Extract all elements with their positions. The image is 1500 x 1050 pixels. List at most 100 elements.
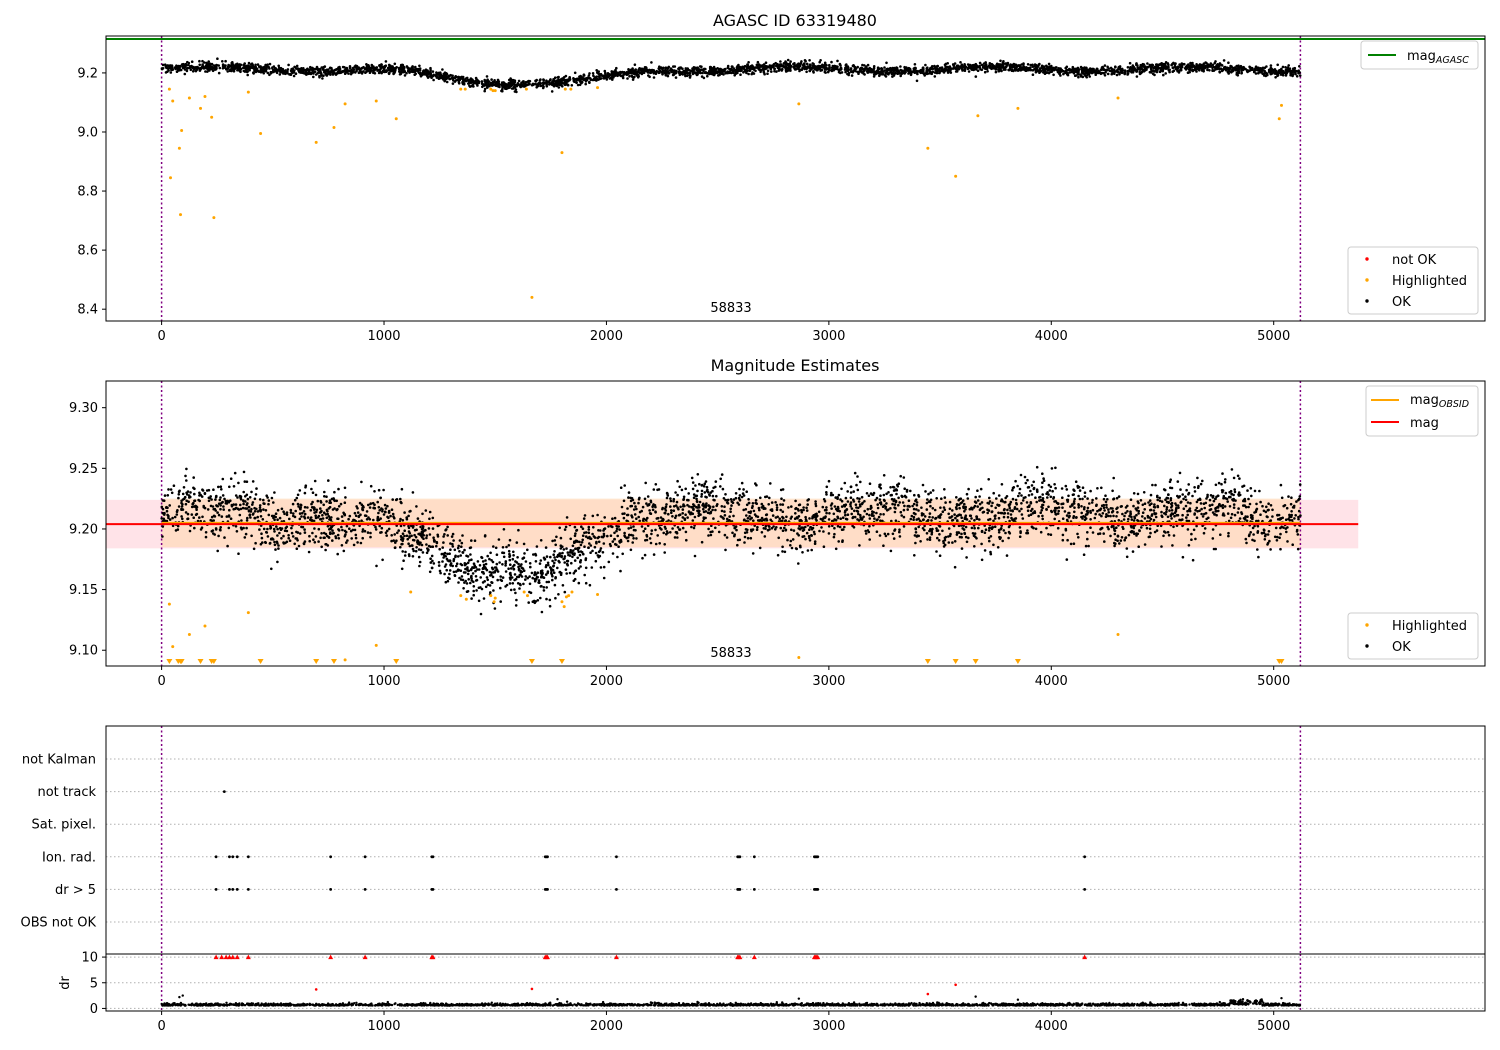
ok-point bbox=[790, 515, 793, 519]
ok-point bbox=[834, 547, 838, 551]
ok-point bbox=[867, 494, 871, 498]
ok-point bbox=[1006, 508, 1009, 512]
ok-point bbox=[999, 59, 1002, 63]
ok-point bbox=[710, 69, 714, 72]
ok-point bbox=[562, 548, 566, 551]
ok-point bbox=[1115, 73, 1119, 77]
ok-point bbox=[1032, 65, 1036, 68]
ok-point bbox=[1203, 506, 1206, 510]
ok-point bbox=[937, 68, 940, 71]
ok-point bbox=[833, 64, 836, 68]
ok-point bbox=[861, 63, 864, 67]
ok-point bbox=[413, 70, 417, 74]
ok-point bbox=[963, 64, 967, 67]
ok-point bbox=[988, 64, 991, 67]
ok-point bbox=[1170, 509, 1174, 512]
ok-point bbox=[925, 72, 929, 76]
ok-point bbox=[286, 68, 290, 71]
ok-point bbox=[251, 66, 255, 70]
ok-point bbox=[867, 71, 870, 74]
ok-point bbox=[243, 62, 246, 65]
ok-point bbox=[1232, 493, 1235, 497]
ok-point bbox=[1113, 544, 1116, 548]
ok-point bbox=[797, 562, 800, 565]
ok-point bbox=[768, 496, 771, 500]
ok-point bbox=[206, 65, 210, 68]
ok-point bbox=[758, 66, 761, 70]
ok-point bbox=[822, 545, 826, 548]
ok-point bbox=[552, 78, 555, 81]
ok-point bbox=[899, 65, 902, 68]
ok-point bbox=[190, 60, 194, 63]
ok-point bbox=[1035, 465, 1039, 469]
ok-point bbox=[921, 69, 924, 72]
ok-point bbox=[1153, 70, 1156, 73]
ok-point bbox=[331, 539, 334, 542]
ok-point bbox=[977, 526, 980, 530]
ok-point bbox=[859, 513, 862, 517]
ok-point bbox=[652, 76, 656, 79]
ok-point bbox=[1068, 71, 1071, 74]
ok-point bbox=[313, 527, 316, 530]
ok-point bbox=[613, 516, 617, 520]
ok-point bbox=[907, 66, 910, 70]
ok-point bbox=[1288, 67, 1292, 70]
ok-point bbox=[760, 516, 764, 520]
ok-point bbox=[179, 64, 182, 68]
ok-point bbox=[201, 63, 204, 66]
ok-point bbox=[232, 485, 236, 488]
ok-point bbox=[635, 74, 638, 77]
ok-point bbox=[169, 64, 172, 67]
ok-point bbox=[838, 62, 842, 66]
ok-point bbox=[927, 492, 930, 496]
ok-point bbox=[307, 550, 311, 554]
ok-point bbox=[1140, 70, 1144, 74]
ok-point bbox=[1185, 488, 1188, 492]
ok-point bbox=[1102, 506, 1106, 510]
ok-point bbox=[913, 63, 917, 66]
ok-point bbox=[1156, 63, 1160, 66]
ok-point bbox=[747, 72, 750, 76]
ok-point bbox=[1208, 498, 1212, 502]
ok-point bbox=[563, 83, 567, 87]
ok-point bbox=[517, 79, 521, 83]
highlighted-point bbox=[1277, 117, 1281, 121]
ok-point bbox=[730, 67, 733, 71]
ok-point bbox=[1298, 74, 1302, 77]
ok-point bbox=[457, 544, 461, 548]
ok-point bbox=[768, 64, 772, 67]
ok-point bbox=[292, 74, 296, 78]
ok-point bbox=[1211, 537, 1215, 540]
ok-point bbox=[581, 76, 584, 79]
ok-point bbox=[246, 73, 249, 77]
ok-point bbox=[425, 551, 429, 555]
ok-point bbox=[797, 67, 800, 70]
ok-point bbox=[972, 63, 976, 67]
ok-point bbox=[723, 514, 727, 517]
ok-point bbox=[1080, 70, 1084, 73]
ok-point bbox=[1054, 466, 1057, 470]
ok-point bbox=[1042, 71, 1045, 74]
ok-point bbox=[901, 70, 904, 74]
ok-point bbox=[475, 80, 479, 83]
ok-point bbox=[501, 89, 504, 93]
ok-point bbox=[1100, 514, 1103, 518]
ok-point bbox=[766, 69, 770, 73]
ok-point bbox=[543, 81, 546, 84]
ok-point bbox=[393, 62, 397, 66]
ok-point bbox=[752, 509, 756, 513]
ok-point bbox=[858, 69, 862, 73]
ok-point bbox=[267, 499, 271, 502]
ok-point bbox=[587, 528, 591, 531]
ok-point bbox=[930, 66, 933, 70]
ok-point bbox=[899, 474, 902, 478]
ok-point bbox=[198, 63, 201, 67]
ok-point bbox=[287, 63, 290, 67]
ok-point bbox=[643, 67, 646, 71]
ok-point bbox=[550, 83, 554, 86]
ok-point bbox=[1068, 67, 1071, 71]
ok-point bbox=[615, 66, 618, 70]
ok-point bbox=[961, 68, 965, 72]
ok-point bbox=[392, 515, 395, 518]
highlighted-point bbox=[314, 140, 318, 144]
